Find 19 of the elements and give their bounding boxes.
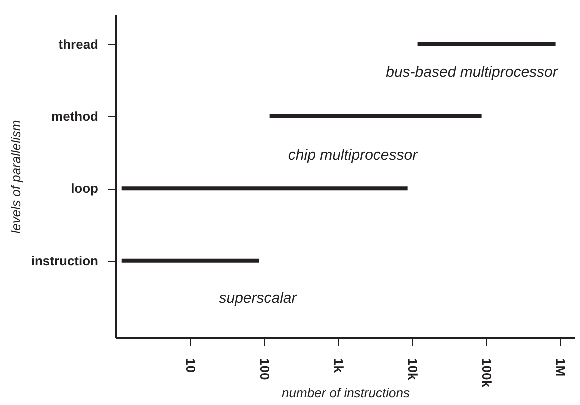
y-axis-title: levels of parallelism: [8, 120, 24, 234]
x-tick-label: 1k: [331, 358, 346, 374]
bar: [122, 258, 260, 263]
annotation: chip multiprocessor: [288, 147, 419, 164]
x-tick-label: 10k: [405, 358, 420, 381]
x-tick-label: 100: [257, 358, 272, 380]
y-tick-label: instruction: [31, 253, 99, 268]
x-tick-label: 100k: [479, 358, 494, 388]
x-tick-label: 1M: [553, 358, 568, 377]
annotation: bus-based multiprocessor: [386, 64, 559, 81]
x-tick-label: 10: [183, 358, 198, 373]
bar: [122, 186, 408, 191]
y-tick-label: loop: [71, 181, 99, 196]
bar: [418, 42, 556, 46]
y-tick-label: thread: [58, 36, 99, 52]
x-axis-title: number of instructions: [282, 385, 410, 400]
bar: [270, 114, 482, 118]
y-tick-label: method: [52, 108, 99, 124]
annotation: superscalar: [219, 290, 298, 307]
